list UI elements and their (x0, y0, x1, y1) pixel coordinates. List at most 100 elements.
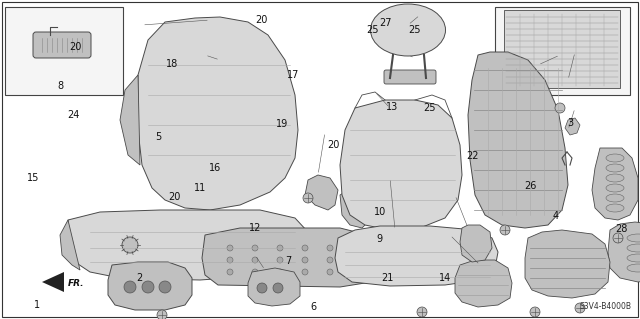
Ellipse shape (606, 154, 624, 162)
Polygon shape (340, 100, 462, 230)
Ellipse shape (606, 184, 624, 192)
Text: 20: 20 (255, 15, 268, 25)
Text: 20: 20 (328, 140, 340, 150)
Text: 12: 12 (249, 223, 261, 233)
FancyBboxPatch shape (33, 32, 91, 58)
Polygon shape (592, 148, 638, 220)
Text: 11: 11 (194, 182, 206, 193)
Bar (495, 7, 630, 95)
Text: 3: 3 (568, 118, 574, 128)
Text: 10: 10 (374, 207, 387, 217)
Text: S3V4-B4000B: S3V4-B4000B (580, 302, 632, 311)
Text: 5: 5 (156, 132, 162, 142)
Circle shape (227, 269, 233, 275)
Polygon shape (202, 228, 375, 287)
Ellipse shape (627, 254, 640, 262)
Ellipse shape (627, 244, 640, 252)
Circle shape (303, 193, 313, 203)
Circle shape (613, 233, 623, 243)
Text: 19: 19 (276, 119, 288, 129)
Text: 15: 15 (28, 173, 40, 183)
Circle shape (555, 103, 565, 113)
Circle shape (273, 283, 283, 293)
Circle shape (575, 303, 585, 313)
Bar (504, 10, 620, 88)
Circle shape (142, 281, 154, 293)
Text: 24: 24 (68, 110, 80, 121)
Text: 25: 25 (408, 25, 421, 35)
Circle shape (302, 269, 308, 275)
Polygon shape (565, 118, 580, 135)
Text: 9: 9 (376, 234, 383, 244)
Circle shape (500, 225, 510, 235)
Polygon shape (455, 260, 512, 307)
Circle shape (159, 281, 171, 293)
Text: 27: 27 (379, 18, 392, 28)
Polygon shape (60, 220, 80, 270)
Polygon shape (340, 190, 370, 228)
Ellipse shape (371, 4, 445, 56)
Text: 2: 2 (136, 272, 143, 283)
Text: 20: 20 (168, 192, 180, 202)
Circle shape (252, 257, 258, 263)
Circle shape (347, 269, 353, 275)
Circle shape (124, 281, 136, 293)
Circle shape (157, 310, 167, 319)
Bar (5, 7, 123, 95)
Text: 21: 21 (381, 273, 393, 283)
Polygon shape (608, 222, 640, 282)
Ellipse shape (606, 204, 624, 212)
Ellipse shape (627, 234, 640, 242)
Text: 17: 17 (287, 70, 300, 80)
Text: 14: 14 (438, 272, 451, 283)
Text: 6: 6 (310, 302, 317, 312)
Ellipse shape (627, 264, 640, 272)
Circle shape (277, 245, 283, 251)
Ellipse shape (606, 174, 624, 182)
Ellipse shape (606, 194, 624, 202)
Polygon shape (305, 175, 338, 210)
Polygon shape (120, 75, 140, 165)
Circle shape (227, 257, 233, 263)
Circle shape (252, 245, 258, 251)
Text: 25: 25 (366, 25, 379, 35)
Text: 16: 16 (209, 163, 221, 174)
Polygon shape (460, 225, 492, 262)
Circle shape (227, 245, 233, 251)
Polygon shape (335, 226, 498, 286)
Text: 13: 13 (386, 102, 398, 112)
Circle shape (257, 283, 267, 293)
Polygon shape (525, 230, 610, 298)
Circle shape (277, 257, 283, 263)
Circle shape (530, 307, 540, 317)
Text: 28: 28 (616, 224, 628, 234)
Polygon shape (468, 52, 568, 228)
Text: 20: 20 (69, 42, 82, 52)
Text: 4: 4 (552, 211, 559, 221)
Polygon shape (42, 272, 64, 292)
Polygon shape (108, 262, 192, 310)
Text: 7: 7 (285, 256, 291, 266)
Circle shape (302, 245, 308, 251)
Circle shape (327, 245, 333, 251)
Text: 1: 1 (34, 300, 40, 310)
Circle shape (327, 269, 333, 275)
Text: FR.: FR. (68, 279, 84, 288)
Circle shape (347, 257, 353, 263)
Polygon shape (248, 268, 300, 306)
Circle shape (277, 269, 283, 275)
Polygon shape (138, 17, 298, 210)
Text: 18: 18 (166, 59, 178, 69)
Text: 8: 8 (58, 81, 64, 91)
Text: 22: 22 (466, 151, 479, 161)
FancyBboxPatch shape (384, 70, 436, 84)
Circle shape (302, 257, 308, 263)
Polygon shape (68, 210, 310, 280)
Circle shape (122, 237, 138, 253)
Circle shape (417, 307, 427, 317)
Text: 26: 26 (524, 181, 536, 191)
Circle shape (252, 269, 258, 275)
Ellipse shape (606, 164, 624, 172)
Circle shape (347, 245, 353, 251)
Text: 25: 25 (424, 103, 436, 113)
